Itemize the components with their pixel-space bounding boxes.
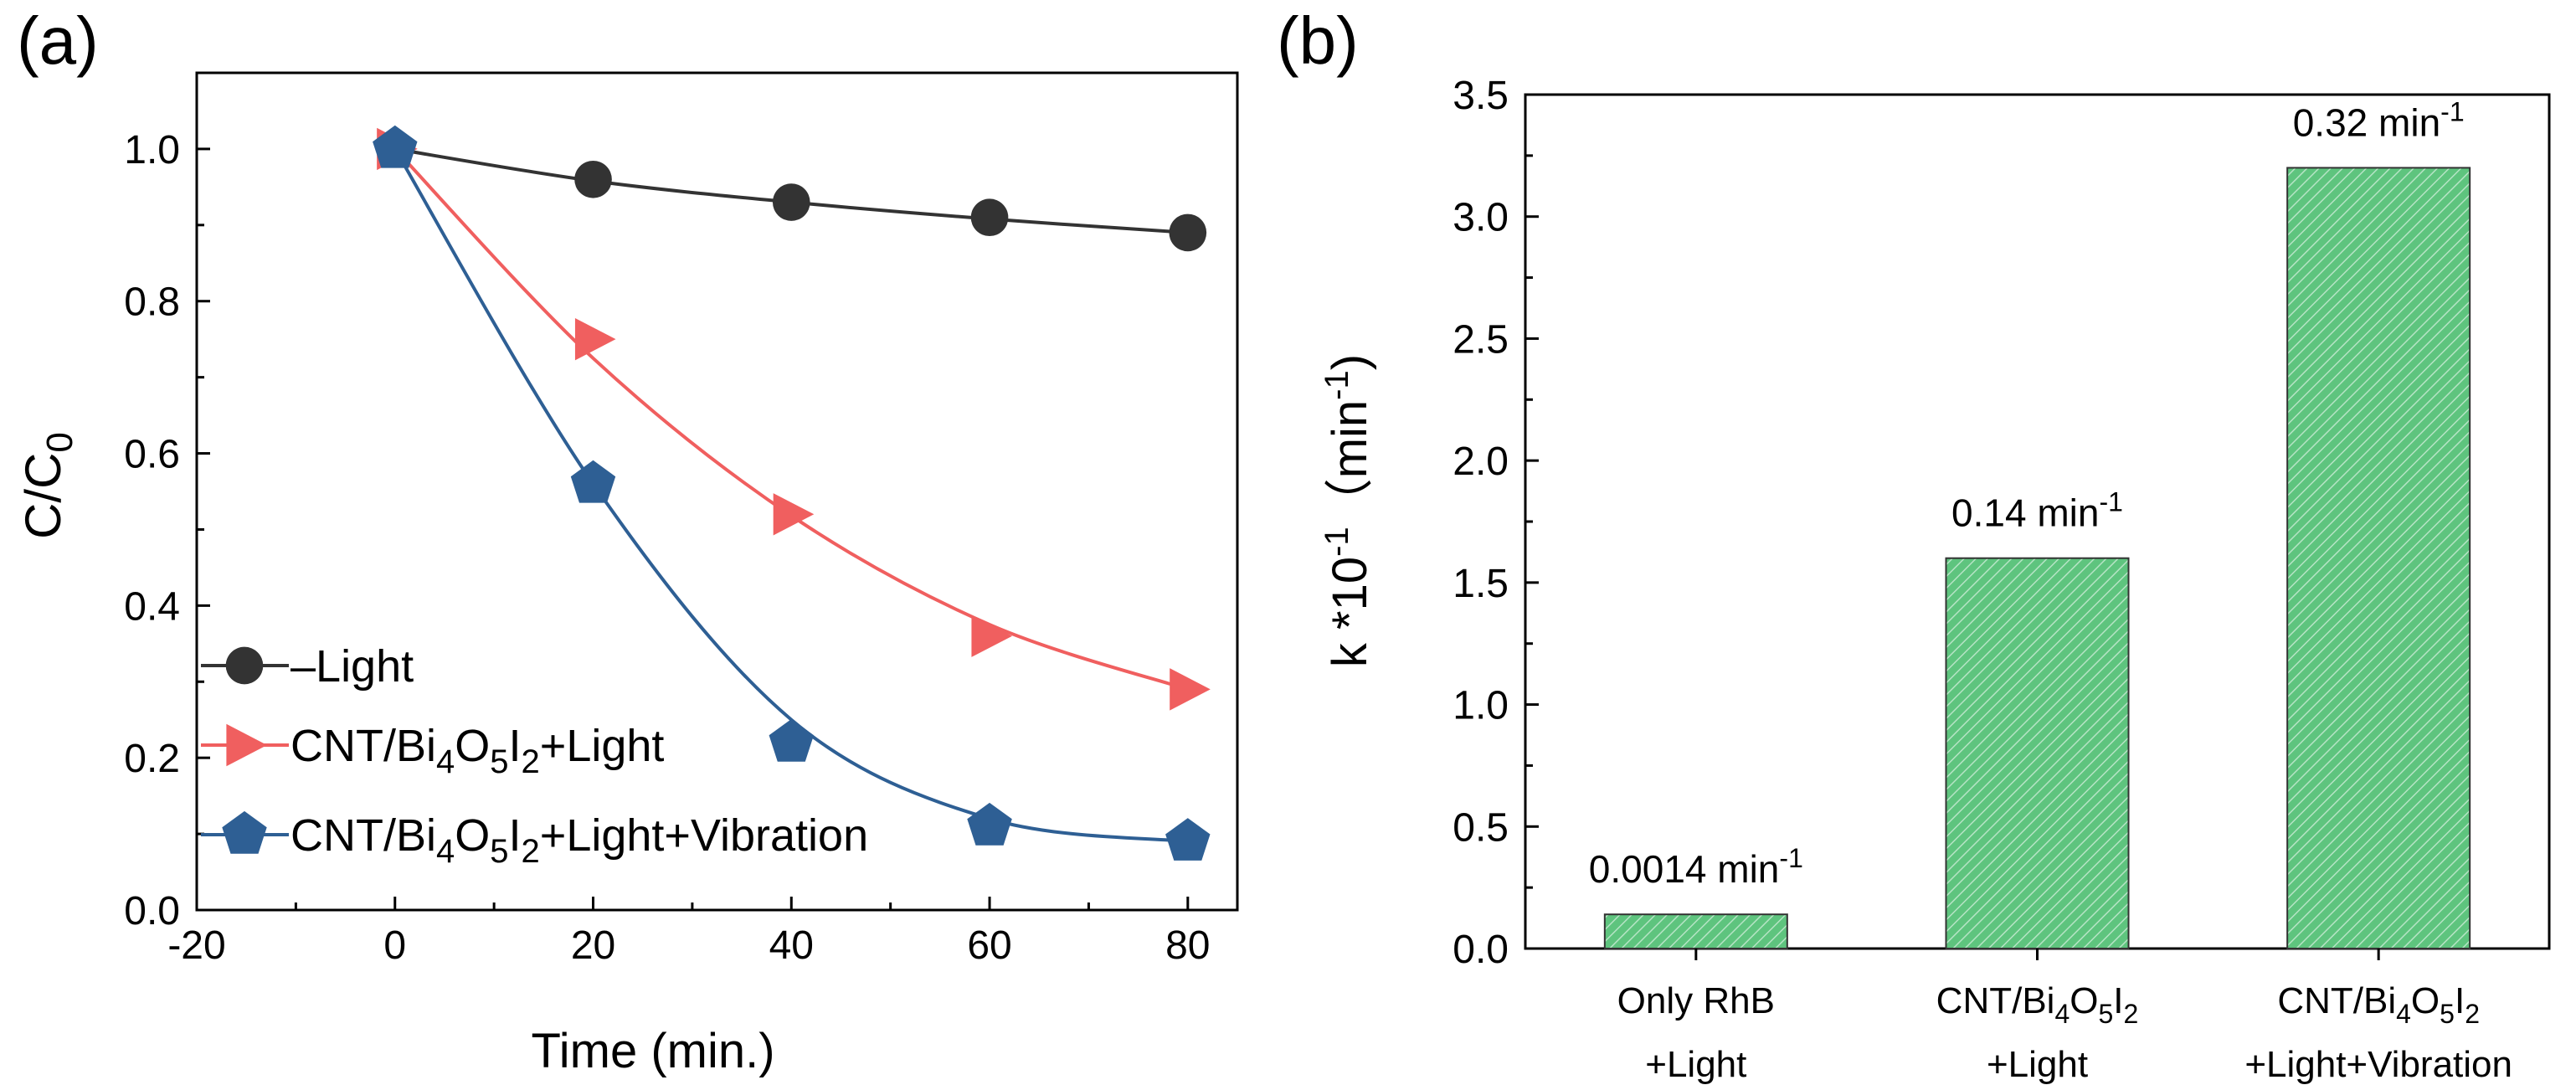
category-label-line1: CNT/Bi4O5I2 xyxy=(1936,980,2139,1029)
y-axis-label-b: k *10-1（min-1) xyxy=(1319,354,1377,667)
data-point xyxy=(574,317,616,361)
data-point xyxy=(373,125,418,168)
data-point xyxy=(574,160,612,198)
x-tick-label-a: 80 xyxy=(1165,923,1210,968)
legend-label: CNT/Bi4O5I2+Light+Vibration xyxy=(291,810,868,870)
y-tick-label-b: 0.5 xyxy=(1453,805,1509,850)
category-label-line2: +Light xyxy=(1987,1044,2088,1085)
data-point xyxy=(570,460,616,503)
value-label: 0.32 min-1 xyxy=(2293,96,2465,144)
data-point xyxy=(1169,213,1207,252)
x-tick-label-a: 0 xyxy=(383,923,406,968)
value-label: 0.14 min-1 xyxy=(1951,487,2123,535)
data-point xyxy=(1170,668,1211,711)
panel-label-a: (a) xyxy=(17,3,99,78)
y-axis-label-a: C/C0 xyxy=(15,432,80,539)
y-tick-label-b: 3.5 xyxy=(1453,74,1509,118)
series-1 xyxy=(377,127,1211,711)
y-tick-label-b: 0.0 xyxy=(1453,928,1509,972)
y-tick-label-b: 1.0 xyxy=(1453,684,1509,728)
x-tick-label-a: -20 xyxy=(167,923,225,968)
category-labels-b: Only RhB +Light CNT/Bi4O5I2 +Light CNT/Bi4O5… xyxy=(1617,980,2512,1085)
y-tick-label-b: 2.0 xyxy=(1453,440,1509,484)
y-tick-label-a: 0.4 xyxy=(124,584,180,629)
legend-marker-circle xyxy=(225,646,264,685)
x-axis-label-a: Time (min.) xyxy=(531,1024,774,1078)
category-label-line1: CNT/Bi4O5I2 xyxy=(2277,980,2480,1029)
data-point xyxy=(967,802,1012,846)
legend-label: –Light xyxy=(291,641,414,692)
legend-label: CNT/Bi4O5I2+Light xyxy=(291,721,664,780)
series-2 xyxy=(373,125,1211,861)
y-tick-label-a: 0.8 xyxy=(124,280,180,325)
legend-marker-triangle-right xyxy=(226,723,267,767)
data-point xyxy=(970,198,1009,237)
data-point xyxy=(773,493,815,536)
y-tick-label-a: 0.0 xyxy=(124,889,180,933)
y-tick-label-a: 0.2 xyxy=(124,737,180,781)
y-tick-label-a: 1.0 xyxy=(124,128,180,172)
plot-frame-a xyxy=(195,71,1239,912)
fit-line-2 xyxy=(393,147,1189,844)
x-tick-label-a: 60 xyxy=(967,923,1011,968)
bar xyxy=(1945,557,2130,949)
bars-b: 0.0014 min-1 0.14 min-1 0.32 min-1 xyxy=(1589,96,2471,960)
y-tick-label-b: 3.0 xyxy=(1453,196,1509,240)
series-0 xyxy=(376,130,1207,252)
panel-b: (b) 0.0 0.5 1.0 1.5 2.0 2.5 3.0 3.5 k *10-1（min… xyxy=(1277,3,2551,1085)
fit-line-1 xyxy=(393,147,1189,692)
y-tick-labels-a: 0.0 0.2 0.4 0.6 0.8 1.0 xyxy=(124,71,210,933)
y-tick-label-b: 1.5 xyxy=(1453,562,1509,606)
series-group-a xyxy=(373,125,1211,861)
legend-a: –Light CNT/Bi4O5I2+Light CNT/Bi4O5I2+Light… xyxy=(201,641,868,870)
y-tick-label-b: 2.5 xyxy=(1453,317,1509,362)
y-tick-label-a: 0.6 xyxy=(124,433,180,477)
data-point xyxy=(772,183,810,221)
legend-item-2: CNT/Bi4O5I2+Light+Vibration xyxy=(201,810,868,870)
x-tick-label-a: 20 xyxy=(571,923,615,968)
category-label-line1: Only RhB xyxy=(1617,980,1775,1021)
data-point xyxy=(1165,818,1211,861)
x-tick-label-a: 40 xyxy=(769,923,814,968)
panel-a: (a) -20 0 20 40 60 80 0.0 0.2 0.4 0.6 0.8 1.0 Time… xyxy=(15,3,1239,1078)
data-point xyxy=(971,614,1013,657)
bar xyxy=(2286,167,2471,949)
category-label-line2: +Light+Vibration xyxy=(2244,1044,2512,1085)
value-label: 0.0014 min-1 xyxy=(1589,843,1803,891)
legend-marker-pentagon xyxy=(222,810,267,854)
legend-item-0: –Light xyxy=(201,641,414,692)
category-label-line2: +Light xyxy=(1645,1044,1746,1085)
panel-label-b: (b) xyxy=(1277,3,1359,78)
legend-item-1: CNT/Bi4O5I2+Light xyxy=(201,721,664,780)
data-point xyxy=(769,718,814,762)
y-tick-labels-b: 0.0 0.5 1.0 1.5 2.0 2.5 3.0 3.5 xyxy=(1453,74,1539,972)
x-tick-labels-a: -20 0 20 40 60 80 xyxy=(167,897,1211,968)
bar xyxy=(1603,913,1788,949)
